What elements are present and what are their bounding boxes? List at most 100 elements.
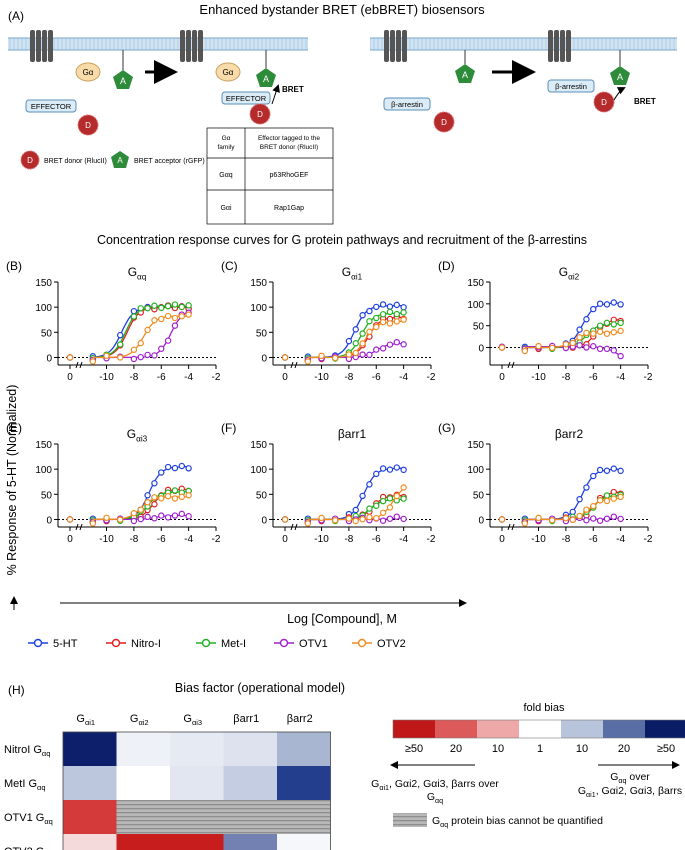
data-point [535,514,542,522]
data-point [373,303,380,311]
arrestin-box [383,97,431,111]
data-point [549,344,556,352]
donor-icon: D [249,103,271,125]
y-tick-label: 150 [35,278,52,289]
data-point [366,481,373,488]
data-point [178,313,185,320]
data-point [562,341,570,348]
data-point [603,515,611,522]
table-cell: p63RhoGEF [270,172,309,179]
donor-glyph: D [441,118,447,127]
donor-icon: D [77,114,99,136]
panel-title: Gαi3 [127,427,148,443]
x-tick-label: 0 [499,534,505,545]
x-tick-label: -4 [616,372,625,383]
axis-break [507,523,511,531]
heatmap-cell [63,766,117,800]
data-point [130,307,138,315]
data-point [359,312,366,319]
x-tick-label: 0 [67,372,73,383]
data-point [583,344,590,351]
data-point [158,315,165,323]
galpha-icon [215,62,241,82]
table-cell: Rap1Gap [274,205,304,212]
y-tick-label: 0 [46,515,52,526]
scale-swatch [561,720,603,738]
arrestin-label: β-arrestin [555,82,587,91]
data-point [185,492,192,499]
data-point [596,345,604,353]
data-point [549,517,556,524]
data-point [366,307,373,315]
heatmap-row-label: OTV1 Gαq [4,812,53,826]
data-point [151,480,158,487]
data-point [171,301,179,308]
arrestin-label: β-arrestin [391,100,423,109]
data-point [521,347,529,355]
data-point [137,515,144,523]
x-tick-label: -4 [616,534,625,545]
data-point [137,305,144,312]
data-point [171,495,179,502]
axis-break [290,361,294,369]
acceptor-icon: A [455,50,475,83]
data-point [590,343,597,350]
axis-break [511,361,515,369]
table-head-family: family [218,144,236,151]
scale-right-note: Gαi1, Gαi2, Gαi3, βarrs [578,785,682,799]
data-point [130,313,138,320]
fold-bias-scale: fold bias ≥50 20 10 1 10 20 ≥50 Gαi1, Gαi2, Gαi3… [371,702,685,829]
panel-letter: (D) [438,259,455,273]
scale-label: ≥50 [405,743,423,755]
data-point [304,520,312,527]
data-point [596,328,604,335]
data-point [610,299,617,306]
axis-break [294,523,298,531]
data-point [144,492,151,499]
donor-legend-label: BRET donor (RlucII) [44,158,107,165]
data-point [603,330,611,337]
data-point [164,514,172,521]
data-point [393,310,400,318]
data-point [281,516,289,523]
data-point [603,319,611,327]
panel-title: βarr1 [338,427,367,441]
data-point [590,472,597,480]
receptor-icon [548,30,571,62]
data-point [117,516,124,523]
data-point [400,515,407,523]
heatmap-cell [63,834,117,850]
data-point [603,497,611,505]
table-cell: Gαi [220,205,231,212]
data-point [617,352,624,360]
y-tick-label: 100 [250,465,267,476]
x-tick-label: -2 [427,534,436,545]
data-point [596,466,604,474]
data-point [386,515,394,522]
y-tick-label: 100 [467,300,484,311]
data-point [185,513,192,520]
data-point [603,467,611,474]
data-point [185,302,192,309]
data-point [359,340,366,347]
data-point [164,312,172,320]
bret-arrow-icon [271,84,280,105]
data-point [318,352,325,360]
heatmap-cell [116,732,170,766]
heatmap-title: Bias factor (operational model) [175,681,345,695]
heatmap-cell [170,800,224,834]
data-point [117,341,124,348]
galpha-icon [75,62,101,82]
data-point [178,510,185,518]
data-point [576,326,583,333]
heatmap-cell [170,766,224,800]
data-point [171,322,179,329]
data-point [590,305,597,313]
section-title: Concentration response curves for G prot… [97,233,587,247]
data-point [171,314,179,322]
data-point [400,316,407,323]
axis-break [75,523,79,531]
membrane-right [370,37,677,51]
x-tick-label: -6 [372,372,381,383]
nq-swatch [393,813,427,827]
